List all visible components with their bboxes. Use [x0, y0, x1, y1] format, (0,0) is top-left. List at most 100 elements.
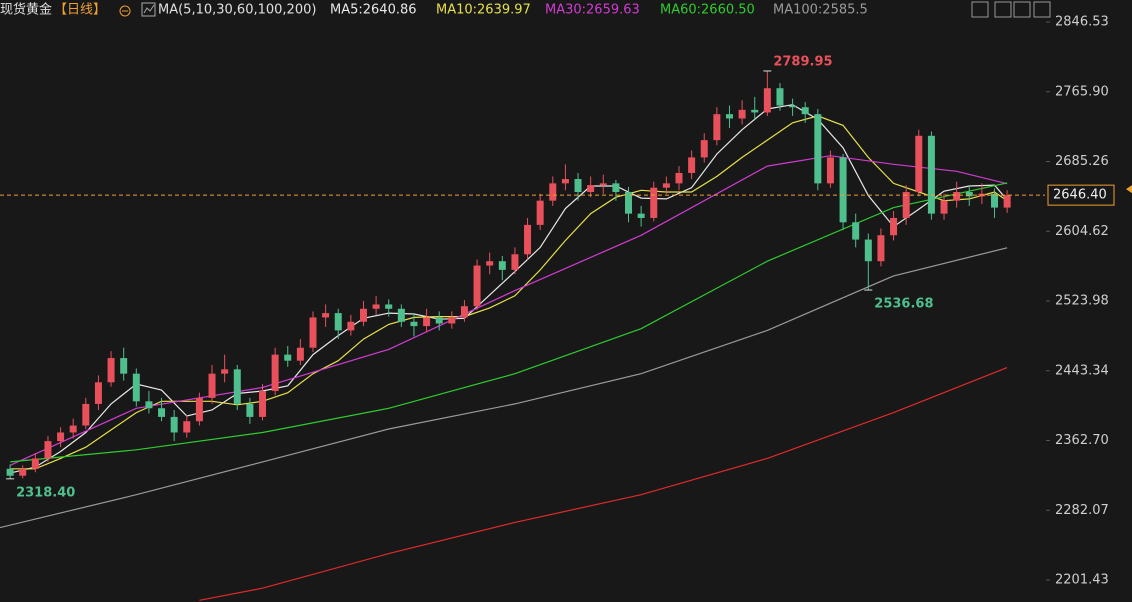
- candle-body: [221, 369, 229, 374]
- tool-button[interactable]: [994, 1, 1012, 18]
- candle-body: [738, 109, 746, 119]
- candle-body: [19, 468, 27, 476]
- candle-body: [574, 179, 582, 193]
- candle-body: [460, 306, 468, 318]
- candle-body: [486, 261, 494, 266]
- candle-body: [473, 265, 481, 307]
- candle-body: [725, 114, 733, 119]
- candle-body: [801, 107, 809, 115]
- candle-body: [688, 157, 696, 173]
- candle-body: [82, 403, 90, 426]
- candle-body: [700, 140, 708, 158]
- candle-body: [158, 408, 166, 417]
- candle-body: [120, 358, 128, 374]
- icon: [143, 4, 155, 14]
- toolbar: [971, 1, 1051, 18]
- candle-body: [132, 373, 140, 402]
- candle-body: [650, 187, 658, 218]
- legend-entry: MA5:2640.86: [330, 3, 417, 18]
- candle-body: [612, 183, 620, 193]
- candle-body: [31, 458, 39, 469]
- candle-body: [372, 304, 380, 309]
- plot-area: 2789.95 2536.68 2318.40: [0, 54, 1011, 601]
- candle-body: [991, 193, 999, 208]
- candle-body: [927, 135, 935, 214]
- tool-button[interactable]: [1033, 1, 1051, 18]
- ma-line: [199, 367, 1008, 601]
- candle-body: [410, 321, 418, 327]
- symbol: 现货黄金: [0, 2, 52, 18]
- y-tick-label: 2282.07: [1055, 503, 1109, 518]
- legend-entry: MA10:2639.97: [436, 3, 531, 18]
- legend-entry: MA60:2660.50: [660, 3, 755, 18]
- candle-body: [271, 354, 279, 391]
- candle-body: [296, 347, 304, 361]
- ma-params: MA(5,10,30,60,100,200): [158, 3, 316, 18]
- y-tick-label: 2685.26: [1055, 154, 1109, 169]
- candle-body: [763, 88, 771, 113]
- candle-body: [890, 217, 898, 236]
- candle-body: [789, 105, 797, 108]
- candle-body: [44, 441, 52, 459]
- candle-body: [625, 192, 633, 214]
- candle-body: [57, 432, 65, 442]
- candle-body: [233, 369, 241, 404]
- candle-body: [170, 416, 178, 433]
- candle-body: [864, 239, 872, 262]
- candle-body: [877, 235, 885, 262]
- legend-entry: MA100:2585.5: [773, 3, 868, 18]
- candle-body: [359, 308, 367, 322]
- candle-body: [662, 183, 670, 188]
- candle-body: [435, 317, 443, 324]
- icon[interactable]: [119, 5, 131, 17]
- candle-body: [246, 403, 254, 417]
- candle-body: [69, 425, 77, 433]
- y-tick-label: 2362.70: [1055, 433, 1109, 448]
- candle-body: [309, 317, 317, 348]
- candle-body: [195, 397, 203, 422]
- candle-body: [334, 313, 342, 331]
- candle-body: [259, 390, 267, 417]
- y-tick-label: 2523.98: [1055, 294, 1109, 309]
- legend-entry: MA30:2659.63: [545, 3, 640, 18]
- candle-body: [423, 317, 431, 327]
- candle-body: [145, 401, 153, 409]
- candle-body: [524, 224, 532, 255]
- candle-body: [1003, 195, 1011, 208]
- annotation-label: 2789.95: [773, 54, 832, 69]
- candle-body: [284, 354, 292, 361]
- y-tick-label: 2765.90: [1055, 84, 1109, 99]
- candle-body: [448, 317, 456, 324]
- tool-button[interactable]: [971, 1, 989, 18]
- candle-body: [561, 179, 569, 184]
- candle-body: [107, 358, 115, 383]
- candle-body: [599, 183, 607, 186]
- tool-button[interactable]: [1013, 1, 1031, 18]
- y-tick-label: 2604.62: [1055, 224, 1109, 239]
- candle-body: [397, 308, 405, 322]
- candle-body: [776, 88, 784, 106]
- ma-line: [9, 155, 1008, 466]
- candle-body: [915, 135, 923, 193]
- candle-body: [713, 114, 721, 141]
- candle-body: [814, 114, 822, 184]
- current-price-label: 2646.40: [1053, 188, 1107, 203]
- candle-body: [498, 261, 506, 270]
- annotation-label: 2318.40: [16, 485, 75, 500]
- annotation-label: 2536.68: [874, 297, 933, 312]
- header: 现货黄金 【日线】 MA(5,10,30,60,100,200): [0, 2, 316, 18]
- candle-body: [965, 192, 973, 197]
- candle-body: [852, 222, 860, 240]
- candle-body: [549, 183, 557, 201]
- y-tick-label: 2443.34: [1055, 363, 1109, 378]
- candle-body: [322, 313, 330, 318]
- current-price-arrow: [1126, 185, 1132, 194]
- candle-body: [751, 109, 759, 113]
- icon[interactable]: [141, 2, 156, 17]
- candle-body: [511, 254, 519, 270]
- candle-body: [953, 192, 961, 201]
- candle-body: [940, 200, 948, 214]
- candle-body: [902, 192, 910, 218]
